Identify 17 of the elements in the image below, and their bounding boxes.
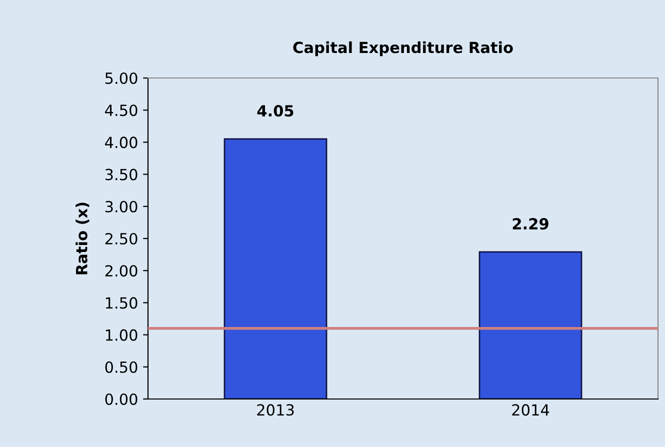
chart-title: Capital Expenditure Ratio [293,41,513,56]
x-tick-label: 2013 [257,404,294,416]
y-tick-label: 0.00 [105,393,138,406]
y-tick-label: 3.50 [105,168,138,180]
y-axis-title: Ratio (x) [76,202,90,274]
y-tick-label: 2.00 [105,265,138,277]
x-tick-label: 2014 [512,404,550,416]
data-label: 4.05 [257,105,294,117]
y-tick-label: 3.00 [105,200,138,212]
y-tick-label: 2.50 [105,232,138,245]
y-tick-label: 1.00 [106,329,138,341]
y-tick-label: 1.50 [106,297,138,309]
y-tick-label: 0.50 [105,361,138,373]
y-tick-label: 5.00 [105,72,138,84]
data-label: 2.29 [512,218,548,230]
y-tick-label: 4.50 [105,104,138,116]
y-tick-label: 4.00 [105,136,138,148]
